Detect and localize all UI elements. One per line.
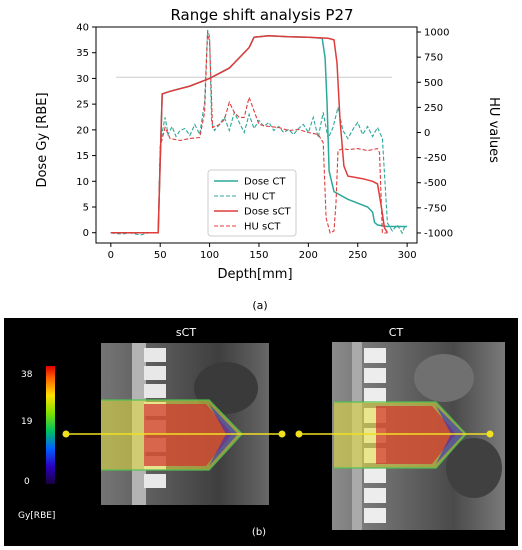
chart-canvas: Range shift analysis P27 0 50 100 150 200 250… bbox=[35, 6, 501, 282]
profile-line-ct bbox=[295, 430, 494, 438]
colorbar-tick-max: 38 bbox=[21, 370, 33, 380]
x-tick-label: 300 bbox=[398, 250, 417, 261]
dose-overlay-panel: 38 19 0 Gy[RBE] sCT CT bbox=[4, 318, 518, 546]
colorbar-unit: Gy[RBE] bbox=[18, 511, 55, 521]
legend-entry: Dose CT bbox=[244, 177, 286, 188]
x-tick-label: 0 bbox=[108, 250, 114, 261]
ct-image-title: CT bbox=[389, 326, 404, 339]
series-line-dose-sct bbox=[110, 34, 389, 234]
y2-tick-label: -500 bbox=[424, 178, 447, 189]
legend-box bbox=[207, 169, 297, 237]
legend-entry: HU CT bbox=[244, 192, 276, 203]
colorbar-tick-min: 0 bbox=[24, 477, 30, 487]
y2-tick-label: 500 bbox=[424, 78, 443, 89]
dose-overlay-canvas: 38 19 0 Gy[RBE] sCT CT bbox=[18, 326, 505, 538]
series-line-hu-sct bbox=[110, 31, 388, 234]
legend-entry: HU sCT bbox=[244, 222, 281, 233]
y-tick-label: 0 bbox=[83, 228, 89, 239]
x-tick-label: 200 bbox=[299, 250, 318, 261]
y2-tick-label: 750 bbox=[424, 53, 443, 64]
plot-area bbox=[95, 26, 418, 244]
y2-axis-label: HU values bbox=[486, 97, 501, 163]
x-tick-label: 50 bbox=[154, 250, 167, 261]
y-tick-label: 20 bbox=[76, 125, 89, 136]
y2-tick-label: 250 bbox=[424, 103, 443, 114]
x-tick-label: 250 bbox=[348, 250, 367, 261]
y-tick-label: 5 bbox=[83, 203, 89, 214]
legend: Dose CT HU CT Dose sCT HU sCT bbox=[207, 169, 297, 237]
sct-image bbox=[101, 343, 269, 505]
y-tick-label: 15 bbox=[76, 151, 89, 162]
x-tick-label: 150 bbox=[249, 250, 268, 261]
ct-image bbox=[332, 342, 505, 530]
y-tick-label: 40 bbox=[76, 23, 89, 34]
legend-entry: Dose sCT bbox=[244, 207, 292, 218]
caption-b: (b) bbox=[252, 527, 266, 538]
colorbar bbox=[46, 366, 55, 484]
chart-title: Range shift analysis P27 bbox=[170, 6, 353, 24]
y-tick-label: 35 bbox=[76, 48, 89, 59]
y-tick-label: 25 bbox=[76, 100, 89, 111]
caption-a: (a) bbox=[252, 299, 268, 312]
y2-tick-label: -750 bbox=[424, 203, 447, 214]
y2-tick-label: 1000 bbox=[424, 28, 449, 39]
colorbar-tick-mid: 19 bbox=[21, 417, 33, 427]
profile-line-sct bbox=[62, 430, 286, 438]
y2-tick-label: -250 bbox=[424, 153, 447, 164]
sct-image-title: sCT bbox=[176, 326, 196, 339]
y2-tick-label: 0 bbox=[424, 128, 430, 139]
x-axis-label: Depth[mm] bbox=[217, 267, 292, 282]
x-tick-label: 100 bbox=[200, 250, 219, 261]
series-line-hu-ct bbox=[110, 29, 406, 236]
y-axis-label: Dose Gy [RBE] bbox=[35, 92, 50, 187]
y2-tick-label: -1000 bbox=[424, 228, 453, 239]
y-tick-label: 30 bbox=[76, 74, 89, 85]
y-tick-label: 10 bbox=[76, 177, 89, 188]
range-shift-chart: Range shift analysis P27 0 50 100 150 200 250… bbox=[35, 6, 501, 282]
